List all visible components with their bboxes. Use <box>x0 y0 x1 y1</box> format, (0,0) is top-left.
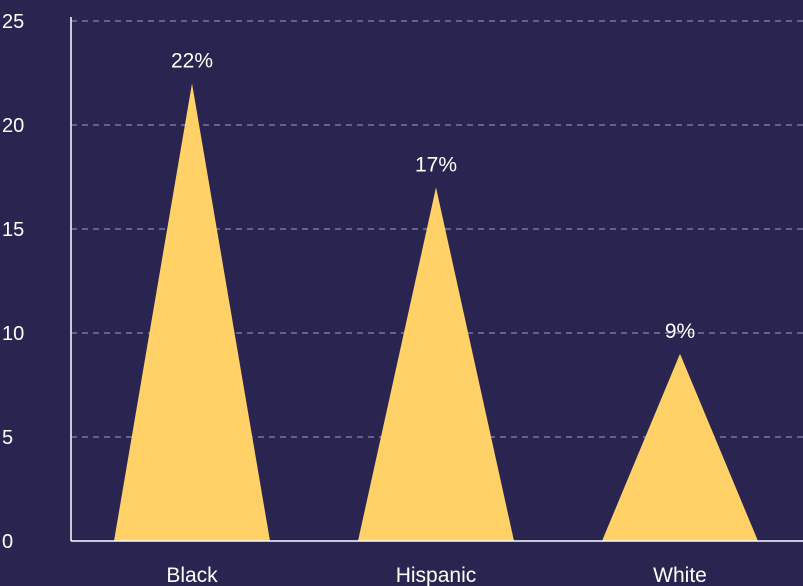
y-axis-ticks: 0 5 10 15 20 25 <box>2 11 24 553</box>
y-tick-label: 0 <box>2 531 13 553</box>
category-label-hispanic: Hispanic <box>396 564 477 586</box>
y-tick-label: 20 <box>2 115 24 137</box>
y-tick-label: 25 <box>2 11 24 33</box>
data-label-white: 9% <box>665 320 695 343</box>
category-label-black: Black <box>166 564 218 586</box>
axes <box>70 17 803 542</box>
x-axis-labels: Black Hispanic White <box>166 564 707 586</box>
data-label-hispanic: 17% <box>415 153 457 176</box>
bar-white <box>602 353 758 541</box>
y-tick-label: 15 <box>2 219 24 241</box>
y-tick-label: 5 <box>2 427 13 449</box>
category-label-white: White <box>653 564 707 586</box>
bar-black <box>114 83 270 542</box>
bars <box>114 83 758 542</box>
y-tick-label: 10 <box>2 323 24 345</box>
data-label-black: 22% <box>171 49 213 72</box>
data-labels: 22% 17% 9% <box>171 49 695 342</box>
bar-hispanic <box>358 187 514 541</box>
